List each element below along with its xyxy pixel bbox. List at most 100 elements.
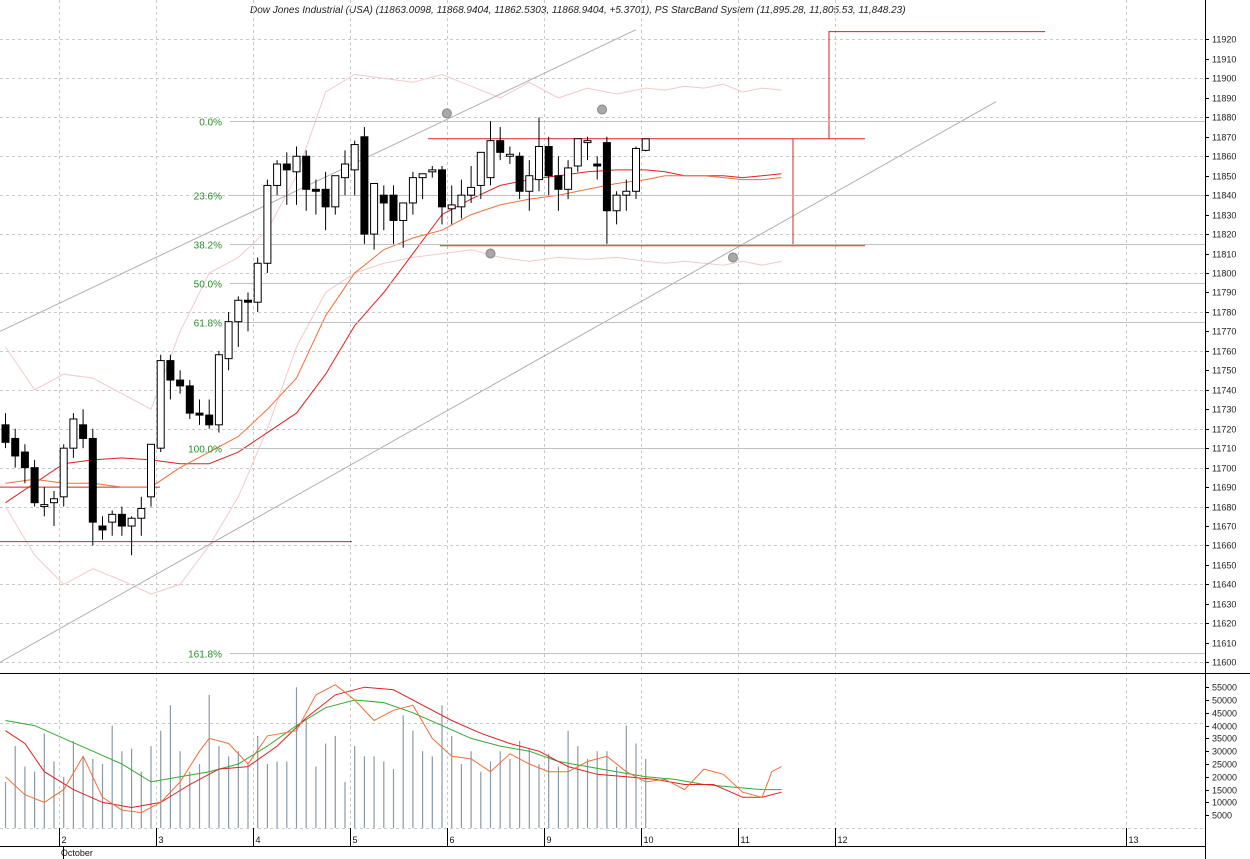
price-tick-label: 11610 — [1212, 639, 1236, 649]
candle-body-up — [641, 138, 650, 151]
price-tick-label: 11890 — [1212, 94, 1236, 104]
overlays — [0, 29, 1045, 663]
candle-body-up — [214, 354, 223, 426]
candle-body-down — [379, 194, 388, 204]
price-tick-label: 11860 — [1212, 152, 1236, 162]
volume-panel — [4, 684, 782, 828]
price-tick-label: 11910 — [1212, 55, 1236, 65]
price-tick-label: 11650 — [1212, 561, 1236, 571]
candle-body-up — [127, 517, 136, 527]
volume-tick-label: 15000 — [1212, 786, 1237, 796]
candle-body-down — [311, 188, 320, 192]
candle-body-up — [224, 321, 233, 360]
volume-tick-label: 40000 — [1212, 722, 1237, 732]
volume-tick-label: 30000 — [1212, 747, 1237, 757]
date-tick-label: 13 — [1129, 835, 1139, 845]
volume-tick-label: 45000 — [1212, 709, 1237, 719]
candle-body-down — [302, 155, 311, 190]
fib-level-label: 61.8% — [194, 319, 222, 330]
candle-body-up — [418, 173, 427, 179]
candle-body-up — [457, 194, 466, 208]
candle-body-down — [166, 360, 175, 381]
price-tick-label: 11820 — [1212, 230, 1236, 240]
candle-body-up — [147, 443, 155, 498]
candle-body-up — [612, 194, 621, 212]
candle-body-down — [593, 163, 602, 167]
chart-title: Dow Jones Industrial (USA) (11863.0098, … — [250, 5, 906, 16]
candle-body-down — [205, 414, 214, 426]
volume-tick-label: 20000 — [1212, 773, 1237, 783]
volume-oscillator — [5, 684, 782, 814]
candle-body-up — [622, 190, 631, 196]
candle-body-up — [535, 146, 543, 181]
fib-level-label: 100.0% — [188, 445, 222, 456]
candle-body-up — [59, 447, 68, 498]
price-tick-label: 11690 — [1212, 483, 1236, 493]
fib-level-label: 161.8% — [188, 650, 222, 661]
candle-body-up — [486, 140, 495, 179]
price-tick-label: 11830 — [1212, 211, 1236, 221]
candle-body-down — [20, 451, 29, 469]
candle-body-up — [234, 299, 243, 323]
price-tick-label: 11850 — [1212, 172, 1236, 182]
candle-body-up — [467, 186, 476, 196]
candle-body-down — [117, 513, 126, 527]
fib-level-label: 23.6% — [194, 192, 222, 203]
candle-body-down — [602, 142, 611, 212]
price-tick-label: 11720 — [1212, 425, 1236, 435]
price-tick-label: 11810 — [1212, 250, 1236, 260]
candle-body-down — [88, 437, 97, 523]
price-tick-label: 11900 — [1212, 74, 1236, 84]
candle-body-up — [50, 498, 58, 504]
candle-body-down — [1, 424, 10, 443]
fib-level-label: 50.0% — [194, 280, 222, 291]
candle-body-up — [505, 153, 514, 157]
candle-body-up — [331, 175, 340, 208]
volume-tick-label: 35000 — [1212, 734, 1237, 744]
candle-body-down — [98, 525, 107, 531]
candle-body-up — [253, 262, 262, 303]
price-tick-label: 11660 — [1212, 541, 1236, 551]
candle-body-down — [360, 136, 369, 235]
month-label: October — [61, 848, 93, 858]
candle-body-up — [108, 513, 117, 523]
upper-channel-line — [0, 29, 637, 332]
date-tick-label: 2 — [62, 835, 67, 845]
candle-body-up — [273, 163, 282, 186]
date-tick-label: 12 — [838, 835, 848, 845]
swing-marker — [728, 252, 738, 263]
price-tick-label: 11760 — [1212, 347, 1236, 357]
volume-ma-long — [5, 699, 782, 791]
candle-body-down — [438, 169, 446, 208]
candle-body-down — [389, 194, 398, 221]
candle-body-down — [515, 155, 524, 192]
candles — [1, 117, 650, 556]
candle-body-down — [195, 412, 204, 416]
price-tick-label: 11750 — [1212, 366, 1236, 376]
candle-body-up — [447, 204, 456, 210]
candle-body-down — [544, 146, 553, 177]
price-tick-label: 11700 — [1212, 464, 1236, 474]
swing-marker — [485, 248, 496, 259]
volume-tick-label: 55000 — [1212, 683, 1237, 693]
date-tick-label: 4 — [256, 835, 261, 845]
candle-body-up — [525, 175, 534, 192]
candle-body-up — [428, 169, 437, 173]
candle-body-up — [137, 508, 146, 519]
candle-body-up — [40, 504, 49, 508]
price-tick-label: 11600 — [1212, 658, 1236, 668]
moving-average-fast — [5, 175, 782, 488]
price-tick-label: 11710 — [1212, 444, 1236, 454]
date-tick-label: 10 — [644, 835, 654, 845]
volume-tick-label: 10000 — [1212, 798, 1237, 808]
price-tick-label: 11730 — [1212, 405, 1236, 415]
swing-marker — [441, 108, 452, 119]
volume-tick-label: 50000 — [1212, 696, 1237, 706]
price-tick-label: 11680 — [1212, 503, 1236, 513]
volume-tick-label: 25000 — [1212, 760, 1237, 770]
price-tick-label: 11620 — [1212, 619, 1236, 629]
candle-body-up — [583, 140, 592, 144]
fib-level-label: 0.0% — [199, 118, 222, 129]
lower-starc-band — [5, 249, 782, 595]
date-tick-label: 6 — [450, 835, 455, 845]
